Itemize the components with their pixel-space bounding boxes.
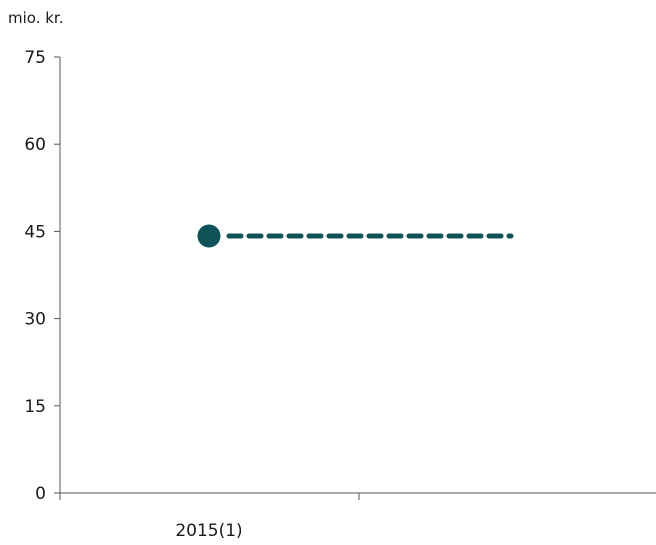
- y-unit-label: mio. kr.: [8, 9, 64, 27]
- y-tick-label: 45: [24, 222, 46, 242]
- y-tick-label: 0: [35, 484, 46, 504]
- y-tick-label: 30: [24, 310, 46, 330]
- y-tick-label: 60: [24, 135, 46, 155]
- series-layer: [197, 224, 514, 248]
- x-tick-label: 2015(1): [175, 521, 242, 541]
- y-axis-ticks: 0 15 30 45 60 75: [24, 48, 60, 504]
- x-axis-ticks: 2015(1): [59, 493, 360, 541]
- y-tick-label: 15: [24, 397, 46, 417]
- data-point: [197, 224, 221, 248]
- y-tick-label: 75: [24, 48, 46, 68]
